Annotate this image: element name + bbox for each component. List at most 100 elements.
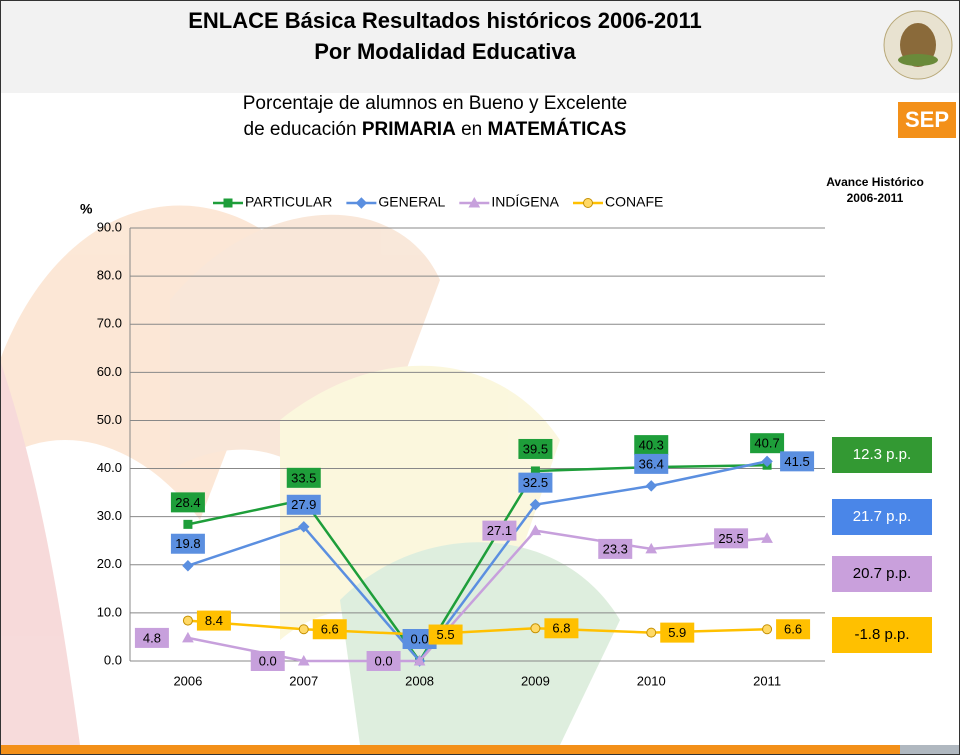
data-label-box	[312, 619, 347, 640]
data-label: 33.5	[291, 470, 316, 485]
marker	[183, 519, 193, 529]
data-label-box	[750, 433, 785, 454]
data-label-box	[286, 467, 321, 488]
marker	[182, 631, 194, 643]
data-label: 39.5	[523, 441, 548, 456]
data-label: 27.9	[291, 497, 316, 512]
series-line	[187, 460, 768, 663]
data-label: 6.6	[321, 622, 339, 637]
data-label-box	[170, 533, 205, 554]
data-label: 4.8	[143, 630, 161, 645]
data-label: 27.1	[487, 523, 512, 538]
legend-label: GENERAL	[378, 194, 445, 210]
y-tick-label: 80.0	[97, 268, 122, 283]
marker	[761, 532, 773, 543]
subtitle-part: en	[456, 119, 488, 140]
marker	[762, 624, 773, 635]
data-label: 0.0	[375, 653, 393, 668]
avance-box	[832, 556, 932, 592]
y-tick-label: 10.0	[97, 604, 122, 619]
data-label-box	[634, 453, 669, 474]
data-label-box	[134, 627, 169, 648]
marker	[530, 623, 541, 634]
data-label: 8.4	[205, 613, 223, 628]
marker	[761, 455, 773, 468]
y-tick-label: 20.0	[97, 556, 122, 571]
avance-label: 20.7 p.p.	[853, 565, 911, 582]
marker	[645, 480, 657, 492]
y-tick-label: 90.0	[97, 219, 122, 234]
marker	[468, 196, 481, 208]
data-label-box	[366, 651, 401, 671]
legend-label: INDÍGENA	[491, 194, 559, 210]
data-label-box	[714, 528, 749, 549]
avance-title: Avance Histórico	[826, 175, 924, 189]
y-axis-label: %	[80, 201, 93, 217]
marker	[182, 560, 194, 572]
x-tick-label: 2008	[405, 673, 434, 688]
data-label-box	[518, 438, 553, 459]
data-label: 5.5	[437, 627, 455, 642]
title: ENLACE Básica Resultados históricos 2006…	[188, 8, 702, 33]
x-tick-label: 2010	[637, 673, 666, 688]
subtitle: de educación PRIMARIA en MATEMÁTICAS	[244, 118, 627, 140]
data-label: 41.5	[784, 454, 809, 469]
marker	[413, 654, 426, 666]
avance-box	[832, 617, 932, 653]
logo	[883, 10, 953, 80]
avance-label: -1.8 p.p.	[854, 626, 909, 643]
x-tick-label: 2006	[173, 673, 202, 688]
marker	[298, 521, 310, 533]
data-label-box	[518, 472, 553, 493]
data-label: 6.8	[552, 621, 570, 636]
data-label-box	[170, 492, 205, 513]
subtitle: Porcentaje de alumnos en Bueno y Excelen…	[243, 93, 627, 114]
marker	[529, 524, 542, 536]
data-label-box	[428, 624, 463, 645]
data-label: 5.9	[668, 625, 686, 640]
data-label: 36.4	[639, 456, 664, 471]
data-label-box	[776, 619, 811, 640]
y-tick-label: 70.0	[97, 316, 122, 331]
data-label: 40.7	[754, 436, 779, 451]
marker	[646, 627, 657, 638]
data-label-box	[598, 538, 633, 559]
x-tick-label: 2007	[289, 673, 318, 688]
y-tick-label: 0.0	[104, 652, 122, 667]
y-tick-label: 60.0	[97, 364, 122, 379]
header-band	[0, 0, 960, 93]
data-label-box	[780, 451, 815, 472]
y-tick-label: 40.0	[97, 460, 122, 475]
marker	[182, 615, 193, 626]
footer-bar	[0, 745, 900, 755]
data-label: 28.4	[175, 495, 200, 510]
legend-label: PARTICULAR	[245, 194, 332, 210]
avance-title: 2006-2011	[847, 191, 904, 205]
marker	[583, 198, 593, 208]
subtitle-part: PRIMARIA	[362, 119, 456, 140]
data-label-box	[482, 520, 517, 541]
marker	[355, 197, 368, 209]
series-line	[187, 463, 768, 664]
marker	[298, 624, 309, 635]
data-label: 0.0	[259, 653, 277, 668]
avance-label: 12.3 p.p.	[853, 446, 911, 463]
data-label: 6.6	[784, 622, 802, 637]
data-label-box	[402, 629, 437, 649]
logo-box	[898, 102, 956, 138]
data-label: 23.3	[603, 541, 628, 556]
data-label-box	[660, 622, 695, 643]
data-label: 19.8	[175, 536, 200, 551]
y-tick-label: 30.0	[97, 508, 122, 523]
subtitle-part: de educación	[244, 119, 362, 140]
avance-label: 21.7 p.p.	[853, 508, 911, 525]
x-tick-label: 2009	[521, 673, 550, 688]
data-label: 0.0	[411, 631, 429, 646]
y-tick-label: 50.0	[97, 412, 122, 427]
avance-box	[832, 437, 932, 473]
marker	[529, 498, 542, 511]
marker	[297, 654, 310, 666]
data-label: 40.3	[639, 438, 664, 453]
avance-box	[832, 499, 932, 535]
